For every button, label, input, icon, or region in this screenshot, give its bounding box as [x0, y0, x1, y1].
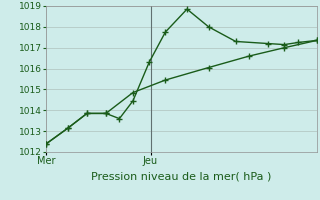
X-axis label: Pression niveau de la mer( hPa ): Pression niveau de la mer( hPa ) — [92, 172, 272, 182]
